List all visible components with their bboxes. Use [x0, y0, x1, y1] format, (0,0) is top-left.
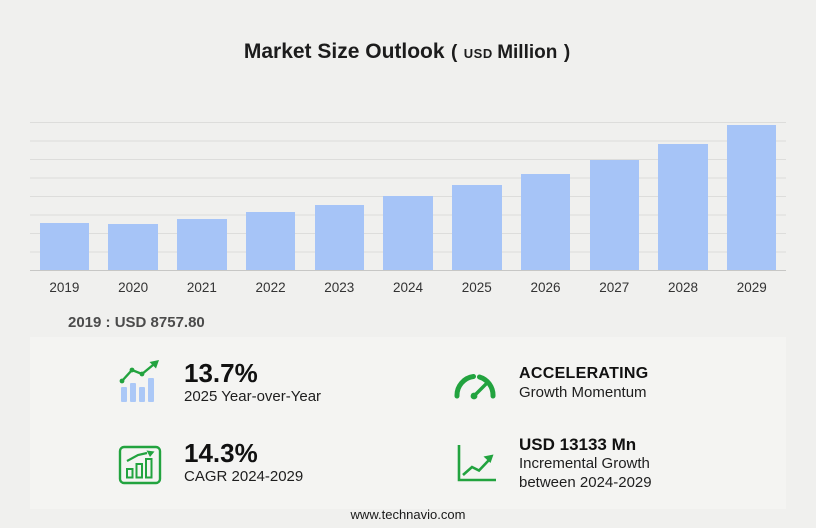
website-url: www.technavio.com [350, 507, 466, 522]
stat-incremental-label2: between 2024-2029 [519, 473, 652, 491]
x-tick-2027: 2027 [599, 280, 630, 295]
title-currency: USD [463, 46, 493, 61]
chart-x-labels: 2019 2020 2021 2022 2023 2024 2025 2026 2027 2028… [30, 280, 786, 295]
title-main: Market Size Outlook [243, 40, 445, 63]
stat-momentum-value: ACCELERATING [519, 364, 649, 382]
bar-column [649, 122, 718, 270]
x-tick-2019: 2019 [49, 280, 80, 295]
x-tick-2029: 2029 [736, 280, 767, 295]
bar-2027 [589, 160, 639, 270]
x-tick-2024: 2024 [393, 280, 424, 295]
stat-momentum: ACCELERATING Growth Momentum [451, 343, 756, 423]
framed-bar-chart-icon [116, 440, 164, 486]
chart-bars [30, 122, 786, 270]
stat-incremental: USD 13133 Mn Incremental Growth between … [451, 423, 756, 503]
bar-column [717, 122, 786, 270]
x-tick-2020: 2020 [118, 280, 149, 295]
bar-column [374, 122, 443, 270]
stat-yoy-label: 2025 Year-over-Year [184, 387, 322, 405]
stat-momentum-label: Growth Momentum [519, 383, 647, 401]
title-paren-open: ( [451, 42, 458, 63]
bar-2026 [520, 174, 571, 270]
stat-cagr-label: CAGR 2024-2029 [184, 467, 304, 485]
bar-2025 [452, 185, 502, 270]
x-tick-2022: 2022 [255, 280, 286, 295]
speedometer-icon [451, 365, 499, 401]
base-year-note: 2019 : USD 8757.80 [68, 314, 205, 331]
stat-yoy: 13.7% 2025 Year-over-Year [116, 343, 421, 423]
page-title: Market Size Outlook ( USD Million ) [0, 40, 816, 64]
x-tick-2025: 2025 [461, 280, 492, 295]
stat-yoy-value: 13.7% [184, 358, 258, 389]
bar-chart-trend-icon [116, 360, 164, 406]
stats-panel: 13.7% 2025 Year-over-Year ACCELERATING G… [30, 337, 786, 509]
bar-column [236, 122, 305, 270]
bar-2023 [314, 205, 365, 270]
bar-chart: 2019 2020 2021 2022 2023 2024 2025 2026 2027 2028… [30, 122, 786, 295]
bar-column [442, 122, 511, 270]
bar-2019 [39, 223, 90, 270]
bar-column [305, 122, 374, 270]
bar-2024 [383, 196, 433, 270]
x-tick-2026: 2026 [530, 280, 561, 295]
bar-2020 [108, 224, 158, 270]
title-unit: Million [497, 42, 558, 63]
bar-column [167, 122, 236, 270]
bar-column [99, 122, 168, 270]
bar-2029 [726, 125, 777, 270]
bar-column [580, 122, 649, 270]
x-tick-2028: 2028 [667, 280, 698, 295]
bar-2022 [245, 212, 296, 270]
x-tick-2021: 2021 [186, 280, 217, 295]
bar-2021 [177, 219, 227, 270]
stat-cagr: 14.3% CAGR 2024-2029 [116, 423, 421, 503]
x-tick-2023: 2023 [324, 280, 355, 295]
bar-column [30, 122, 99, 270]
bar-2028 [658, 144, 708, 270]
bar-column [511, 122, 580, 270]
chart-plot-area [30, 122, 786, 271]
stat-incremental-label: Incremental Growth [519, 454, 650, 472]
title-paren-close: ) [563, 42, 571, 63]
line-growth-icon [451, 440, 499, 486]
stat-cagr-value: 14.3% [184, 438, 258, 469]
stat-incremental-value: USD 13133 Mn [519, 434, 637, 454]
